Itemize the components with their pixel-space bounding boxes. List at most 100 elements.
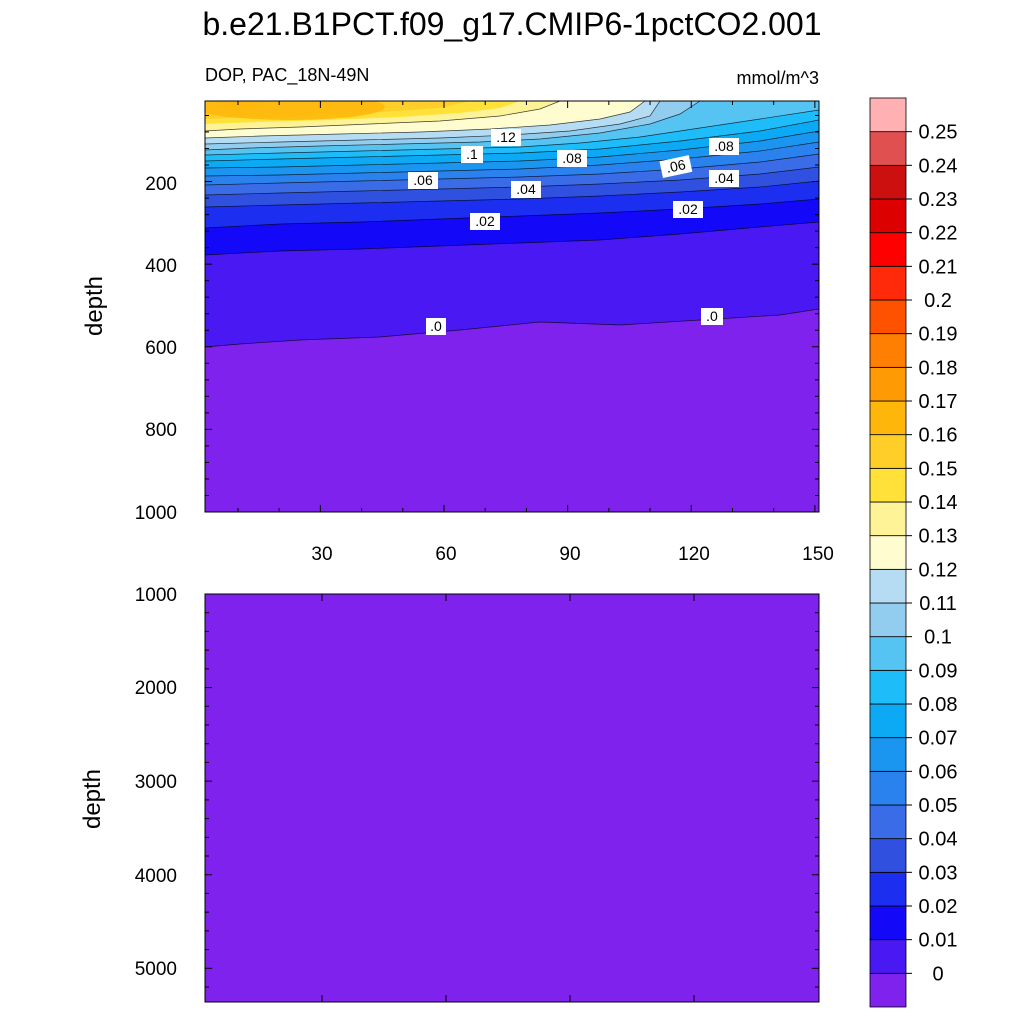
colorbar-label: 0.2 <box>924 290 952 312</box>
colorbar-label: 0.12 <box>919 559 958 581</box>
colorbar-label: 0.25 <box>919 122 958 144</box>
colorbar-swatch <box>869 939 907 974</box>
lower-tick-marks <box>205 594 819 1002</box>
colorbar-swatch <box>869 669 907 705</box>
svg-text:.0: .0 <box>706 308 718 324</box>
colorbar-label: 0.09 <box>919 660 958 682</box>
colorbar-label: 0.11 <box>919 593 956 615</box>
upper-x-tick-labels: 30 60 90 120 150 <box>311 544 833 565</box>
lower-y-axis-label: depth <box>79 769 106 829</box>
colorbar-swatch <box>869 737 907 772</box>
colorbar-swatch <box>869 838 907 873</box>
y-tick-label: 1000 <box>135 503 177 524</box>
upper-plot-frame <box>204 100 820 513</box>
contour-label: .06 <box>408 172 438 189</box>
colorbar-swatch <box>869 97 907 133</box>
left-string: DOP, PAC_18N-49N <box>205 65 369 86</box>
upper-y-axis-label: depth <box>81 276 108 336</box>
svg-text:.08: .08 <box>562 150 582 166</box>
x-tick-label: 30 <box>311 544 332 565</box>
colorbar-label: 0.1 <box>924 627 952 649</box>
colorbar-swatch <box>869 198 907 234</box>
colorbar-swatch <box>869 400 907 436</box>
svg-text:.06: .06 <box>665 156 688 176</box>
colorbar-label: 0.04 <box>919 829 958 851</box>
colorbar-swatch <box>869 232 907 267</box>
contour-label: .04 <box>709 170 739 187</box>
svg-text:.02: .02 <box>475 213 495 229</box>
colorbar-label: 0.13 <box>919 526 958 548</box>
colorbar-label: 0.18 <box>919 357 958 379</box>
contour-label: .02 <box>470 213 500 230</box>
colorbar-label: 0.16 <box>919 425 958 447</box>
colorbar-swatch <box>869 265 907 301</box>
contour-label: .06 <box>659 155 693 178</box>
svg-text:.02: .02 <box>678 201 698 217</box>
x-tick-label: 90 <box>559 544 580 565</box>
colorbar-swatch <box>869 636 907 671</box>
colorbar-label: 0.08 <box>919 694 958 716</box>
upper-tick-marks <box>205 101 819 513</box>
y-tick-label: 5000 <box>135 959 177 980</box>
colorbar-swatch <box>869 905 907 941</box>
svg-text:.04: .04 <box>516 181 536 197</box>
upper-y-tick-labels: 200 400 600 800 1000 <box>135 174 177 524</box>
colorbar-label: 0.03 <box>919 862 958 884</box>
contour-label: .1 <box>461 146 483 163</box>
colorbar-swatch <box>869 333 907 368</box>
colorbar-label: 0.07 <box>919 728 958 750</box>
colorbar-label: 0.02 <box>919 896 958 918</box>
colorbar-swatch <box>869 366 907 402</box>
colorbar-label: 0.05 <box>919 795 958 817</box>
svg-text:.08: .08 <box>714 138 734 154</box>
contour-labels: .12 .1 .08 .06 .04 .02 .0 .08 .06 .04 .0… <box>408 129 739 335</box>
x-tick-label: 60 <box>435 544 456 565</box>
colorbar-swatch <box>869 434 907 469</box>
colorbar-swatch <box>869 703 907 739</box>
colorbar-label: 0.21 <box>919 256 958 278</box>
y-tick-label: 600 <box>145 338 177 359</box>
y-tick-label: 4000 <box>135 866 177 887</box>
colorbar-swatch <box>869 568 907 604</box>
x-tick-label: 150 <box>802 544 834 565</box>
contour-label: .08 <box>557 150 587 167</box>
lower-plot-frame <box>204 593 820 1003</box>
colorbar-swatch <box>869 131 907 166</box>
units-string: mmol/m^3 <box>737 68 819 88</box>
lower-y-tick-labels: 1000 2000 3000 4000 5000 <box>135 585 177 980</box>
colorbar-swatch <box>869 871 907 907</box>
colorbar-label: 0.14 <box>919 492 958 514</box>
svg-text:.1: .1 <box>466 146 478 162</box>
colorbar-label: 0.19 <box>919 324 958 346</box>
colorbar-label: 0.22 <box>919 223 958 245</box>
colorbar-swatch <box>869 804 907 840</box>
figure-title: b.e21.B1PCT.f09_g17.CMIP6-1pctCO2.001 <box>202 6 821 42</box>
y-tick-label: 400 <box>145 256 177 277</box>
contour-label: .02 <box>673 201 703 218</box>
y-tick-label: 200 <box>145 174 177 195</box>
contour-label: .0 <box>701 308 723 325</box>
colorbar-label: 0.06 <box>919 761 958 783</box>
colorbar-swatch <box>869 501 907 537</box>
y-tick-label: 3000 <box>135 772 177 793</box>
colorbar-swatch <box>869 770 907 806</box>
colorbar-swatch <box>869 535 907 570</box>
contour-label: .0 <box>426 318 446 335</box>
colorbar-label: 0.15 <box>919 458 958 480</box>
colorbar-swatch <box>869 467 907 503</box>
colorbar: 0 0.01 0.02 0.03 0.04 0.05 0.06 0.07 0.08 0.09 0.1… <box>869 97 958 1008</box>
y-tick-label: 1000 <box>135 585 177 606</box>
upper-panel-plot: .12 .1 .08 .06 .04 .02 .0 .08 .06 .04 .0… <box>205 101 819 512</box>
colorbar-swatch <box>869 972 907 1008</box>
colorbar-label: 0 <box>932 963 943 985</box>
y-tick-label: 800 <box>145 420 177 441</box>
svg-text:.0: .0 <box>430 318 442 334</box>
colorbar-label: 0.24 <box>919 155 958 177</box>
lower-panel-fill <box>205 594 819 1002</box>
svg-text:.12: .12 <box>496 129 516 145</box>
x-tick-label: 120 <box>678 544 710 565</box>
svg-text:.04: .04 <box>714 170 734 186</box>
svg-text:.06: .06 <box>413 172 433 188</box>
colorbar-swatch <box>869 602 907 638</box>
